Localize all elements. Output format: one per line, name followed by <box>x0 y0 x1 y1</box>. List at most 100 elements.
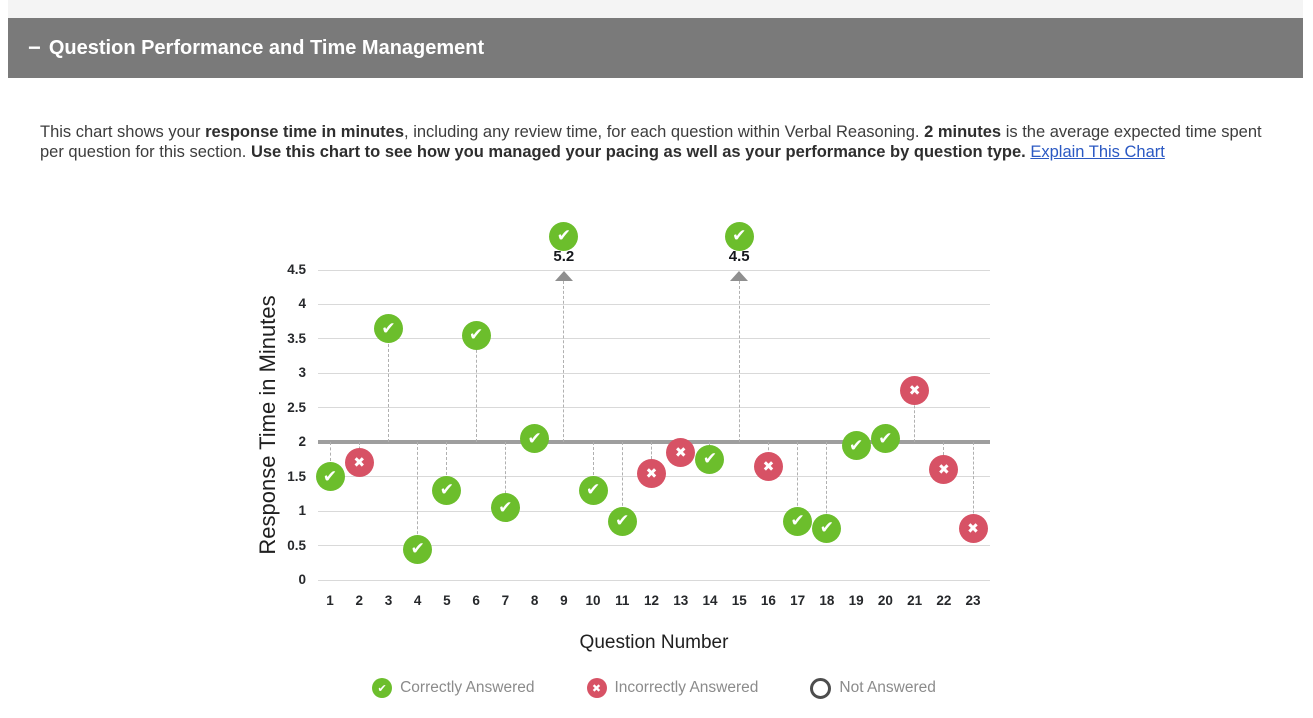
marker-q10-correct[interactable]: ✔ <box>578 475 608 505</box>
connector-q10 <box>592 442 594 491</box>
connector-q1 <box>329 442 331 477</box>
connector-q6 <box>475 335 477 443</box>
y-tick-label: 2.5 <box>287 399 306 415</box>
x-tick-label: 17 <box>790 593 806 608</box>
y-tick-label: 4 <box>298 296 306 312</box>
x-tick-label: 2 <box>355 593 363 608</box>
average-time-reference-line <box>318 440 990 445</box>
y-tick-label: 1.5 <box>287 468 306 484</box>
page-top-strip <box>8 0 1303 18</box>
x-tick-label: 10 <box>585 593 601 608</box>
gridline-y-1 <box>318 510 990 512</box>
offscale-value-q9: 5.2 <box>553 248 575 265</box>
x-tick-label: 14 <box>702 593 718 608</box>
marker-q11-correct[interactable]: ✔ <box>607 506 637 536</box>
marker-q15-correct[interactable]: ✔ <box>724 221 754 251</box>
connector-q12 <box>651 442 653 474</box>
marker-q8-correct[interactable]: ✔ <box>520 424 550 454</box>
marker-q5-correct[interactable]: ✔ <box>432 475 462 505</box>
marker-q16-incorrect[interactable]: ✖ <box>753 451 783 481</box>
x-tick-label: 9 <box>560 593 568 608</box>
marker-q1-correct[interactable]: ✔ <box>315 462 345 492</box>
description-text: is the average expected time spent per q… <box>40 122 1262 161</box>
y-tick-label: 1 <box>298 503 306 519</box>
x-tick-label: 13 <box>673 593 689 608</box>
x-tick-label: 15 <box>731 593 747 608</box>
chart-description: This chart shows your response time in m… <box>40 122 1272 162</box>
connector-q5 <box>446 442 448 491</box>
legend-item-none: Not Answered <box>810 677 936 699</box>
y-tick-label: 3.5 <box>287 330 306 346</box>
connector-q11 <box>621 442 623 522</box>
legend-item-incorrect: ✖ Incorrectly Answered <box>586 678 759 698</box>
connector-q9 <box>563 281 565 443</box>
legend-label: Not Answered <box>839 679 936 696</box>
description-bold: response time in minutes <box>205 122 405 141</box>
marker-q18-correct[interactable]: ✔ <box>812 513 842 543</box>
x-tick-label: 19 <box>848 593 864 608</box>
y-tick-label: 4.5 <box>287 262 306 277</box>
y-tick-label: 0.5 <box>287 537 306 553</box>
description-bold: 2 minutes <box>924 122 1002 141</box>
marker-q7-correct[interactable]: ✔ <box>490 493 520 523</box>
connector-q17 <box>797 442 799 522</box>
offscale-value-q15: 4.5 <box>728 248 750 265</box>
x-tick-label: 8 <box>530 593 539 608</box>
x-tick-label: 23 <box>965 593 981 608</box>
gridline-y-0 <box>318 579 990 581</box>
section-title: Question Performance and Time Management <box>48 36 485 59</box>
marker-q2-incorrect[interactable]: ✖ <box>344 448 374 478</box>
gridline-y-3.5 <box>318 338 990 340</box>
marker-q13-incorrect[interactable]: ✖ <box>666 438 696 468</box>
marker-q22-incorrect[interactable]: ✖ <box>929 455 959 485</box>
x-tick-label: 16 <box>760 593 776 608</box>
x-axis-title: Question Number <box>579 632 729 653</box>
x-tick-label: 3 <box>384 593 393 608</box>
gridline-y-4.5 <box>318 269 990 271</box>
legend-item-correct: ✔ Correctly Answered <box>372 678 535 698</box>
x-tick-label: 5 <box>443 593 451 608</box>
connector-q21 <box>914 390 916 443</box>
x-tick-label: 6 <box>472 593 480 608</box>
x-tick-label: 21 <box>907 593 923 608</box>
gridline-y-3 <box>318 372 990 374</box>
connector-q23 <box>972 442 974 529</box>
marker-q17-correct[interactable]: ✔ <box>783 506 813 536</box>
x-tick-label: 12 <box>644 593 660 608</box>
connector-q3 <box>387 328 389 443</box>
y-axis-title: Response Time in Minutes <box>255 295 280 555</box>
marker-q4-correct[interactable]: ✔ <box>403 534 433 564</box>
marker-q9-correct[interactable]: ✔ <box>549 221 579 251</box>
marker-q21-incorrect[interactable]: ✖ <box>900 376 930 406</box>
offscale-arrow-q15 <box>730 271 749 281</box>
explain-chart-link[interactable]: Explain This Chart <box>1030 142 1165 161</box>
x-tick-label: 18 <box>819 593 835 608</box>
marker-q6-correct[interactable]: ✔ <box>461 320 491 350</box>
chart-legend: ✔ Correctly Answered ✖ Incorrectly Answered… <box>318 672 990 704</box>
gridline-y-4 <box>318 303 990 305</box>
marker-q14-correct[interactable]: ✔ <box>695 444 725 474</box>
gridline-y-2.5 <box>318 407 990 409</box>
description-bold: Use this chart to see how you managed yo… <box>250 142 1026 161</box>
x-tick-label: 7 <box>501 593 510 608</box>
legend-label: Incorrectly Answered <box>614 679 759 696</box>
marker-q20-correct[interactable]: ✔ <box>870 424 900 454</box>
offscale-arrow-q9 <box>554 271 573 281</box>
collapse-icon[interactable]: − <box>28 35 41 60</box>
y-tick-label: 2 <box>298 434 306 450</box>
description-text: This chart shows your <box>40 122 206 141</box>
y-tick-label: 0 <box>298 572 306 587</box>
marker-q23-incorrect[interactable]: ✖ <box>958 513 988 543</box>
connector-q18 <box>826 442 828 529</box>
legend-label: Correctly Answered <box>400 679 535 696</box>
connector-q4 <box>417 442 419 549</box>
marker-q12-incorrect[interactable]: ✖ <box>637 458 667 488</box>
x-tick-label: 22 <box>936 593 952 608</box>
empty-circle-icon <box>810 677 832 699</box>
check-circle-icon: ✔ <box>372 678 393 698</box>
y-tick-label: 3 <box>298 365 306 381</box>
gridline-y-0.5 <box>318 545 990 547</box>
marker-q3-correct[interactable]: ✔ <box>373 314 403 344</box>
marker-q19-correct[interactable]: ✔ <box>841 431 871 461</box>
x-circle-icon: ✖ <box>586 678 607 698</box>
